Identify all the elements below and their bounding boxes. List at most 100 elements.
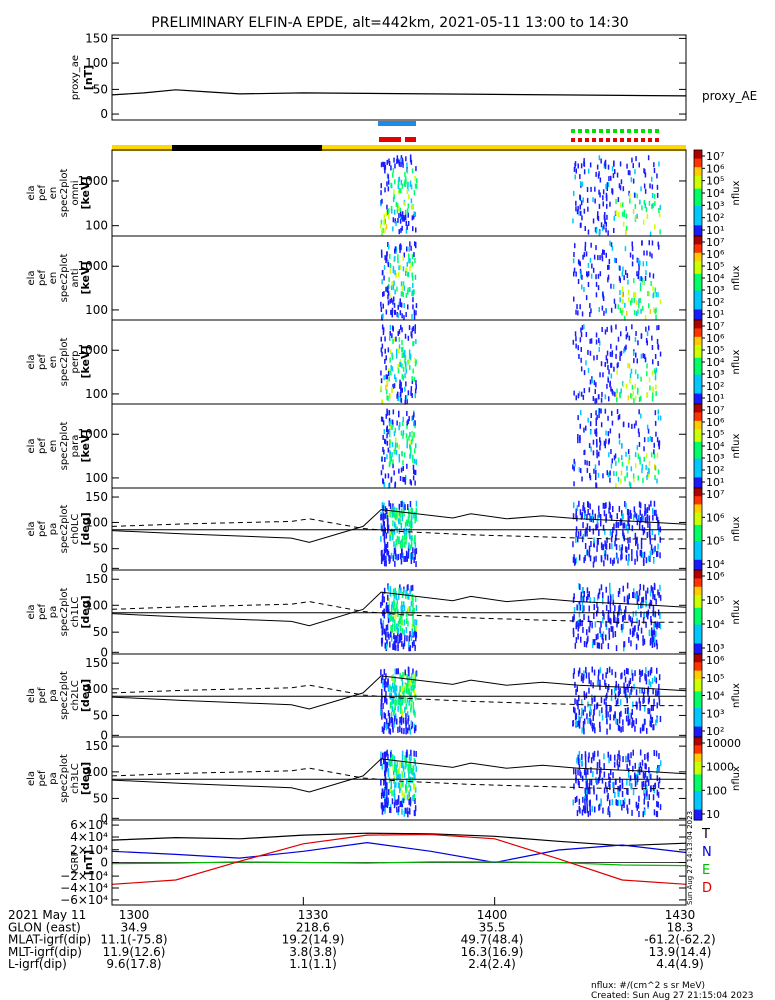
spectrogram-pixel: [383, 521, 385, 528]
spectrogram-pixel: [584, 543, 587, 549]
spectrogram-pixel: [590, 541, 592, 547]
spectrogram-pixel: [384, 697, 386, 704]
spectrogram-pixel: [601, 391, 603, 397]
colorbar-step: [694, 639, 702, 642]
spectrogram-pixel: [577, 633, 579, 640]
spectrogram-pixel: [650, 281, 652, 286]
spectrogram-pixel: [585, 251, 588, 257]
spectrogram-pixel: [638, 514, 640, 521]
spectrogram-pixel: [397, 554, 399, 560]
spectrogram-pixel: [578, 720, 580, 727]
spectrogram-pixel: [414, 711, 416, 718]
spectrogram-pixel: [390, 424, 392, 430]
spectrogram-pixel: [401, 211, 404, 217]
spectrogram-pixel: [639, 687, 641, 694]
spectrogram-pixel: [589, 429, 592, 435]
spectrogram-pixel: [586, 807, 588, 814]
spectrogram-pixel: [575, 768, 577, 775]
spectrogram-pixel: [388, 244, 390, 250]
spectrogram-pixel: [405, 519, 408, 526]
spectrogram-pixel: [593, 669, 596, 676]
spectrogram-pixel: [595, 245, 597, 251]
spectrogram-pixel: [414, 676, 417, 683]
spectrogram-pixel: [400, 523, 403, 529]
spectrogram-pixel: [572, 597, 575, 603]
spectrogram-pixel: [587, 229, 590, 235]
spectrogram-pixel: [605, 308, 607, 314]
spectrogram-pixel: [605, 252, 607, 258]
spectrogram-pixel: [410, 706, 412, 713]
spectrogram-pixel: [575, 623, 577, 630]
spectrogram-pixel: [648, 679, 650, 686]
spectrogram-pixel: [588, 800, 591, 807]
colorbar-step: [694, 557, 702, 561]
spectrogram-pixel: [627, 527, 629, 534]
spectrogram-pixel: [589, 710, 591, 717]
spectrogram-pixel: [586, 197, 589, 203]
spectrogram-pixel: [399, 518, 401, 525]
spectrogram-pixel: [583, 670, 585, 677]
spectrogram-pixel: [592, 439, 595, 445]
spectrogram-pixel: [573, 390, 575, 396]
spectrogram-pixel: [643, 798, 645, 805]
spectrogram-pixel: [611, 420, 614, 426]
spectrogram-pixel: [643, 353, 646, 359]
spectrogram-pixel: [654, 375, 657, 381]
spectrogram-pixel: [388, 759, 390, 766]
colorbar-step: [694, 764, 702, 767]
colorbar-step: [694, 786, 702, 790]
spectrogram-pixel: [601, 226, 604, 232]
spectrogram-pixel: [621, 381, 624, 387]
spectrogram-pixel: [408, 781, 410, 788]
spectrogram-pixel: [385, 690, 387, 697]
spectrogram-pixel: [655, 750, 658, 757]
spectrogram-pixel: [386, 521, 389, 528]
spectrogram-pixel: [581, 512, 583, 519]
dotted-green-marker: [592, 129, 596, 133]
spectrogram-pixel: [404, 209, 407, 215]
spectrogram-pixel: [408, 791, 410, 798]
spectrogram-pixel: [614, 303, 617, 309]
spectrogram-pixel: [633, 297, 636, 303]
spectrogram-pixel: [595, 274, 597, 280]
spectrogram-pixel: [647, 708, 649, 714]
spectrogram-pixel: [648, 515, 651, 522]
spectrogram-pixel: [647, 291, 649, 297]
ylabel-line: ch0LC: [70, 514, 81, 545]
spectrogram-pixel: [613, 714, 615, 721]
spectrogram-pixel: [411, 553, 413, 560]
spectrogram-pixel: [396, 623, 398, 630]
ylabel-line: spec2plot: [59, 671, 70, 720]
spectrogram-pixel: [396, 348, 398, 354]
ylabel-line: pa: [48, 772, 59, 784]
spectrogram-pixel: [404, 395, 407, 401]
spectrogram-pixel: [389, 253, 391, 259]
spectrogram-pixel: [632, 749, 634, 756]
spectrogram-pixel: [598, 346, 600, 352]
spectrogram-pixel: [598, 460, 600, 466]
anti-loss-cone-line: [111, 684, 686, 707]
ylabel-line: pef: [37, 185, 48, 202]
spectrogram-pixel: [587, 615, 590, 622]
spectrogram-pixel: [382, 303, 384, 309]
spectrogram-pixel: [387, 242, 389, 247]
spectrogram-pixel: [400, 324, 402, 330]
spectrogram-pixel: [583, 208, 586, 214]
spectrogram-pixel: [637, 624, 640, 631]
spectrogram-pixel: [623, 535, 625, 542]
spectrogram-pixel: [404, 271, 407, 276]
spectrogram-pixel: [395, 336, 397, 342]
spectrogram-pixel: [628, 798, 631, 805]
spectrogram-pixel: [632, 627, 634, 634]
spectrogram-pixel: [392, 643, 394, 650]
spectrogram-pixel: [398, 301, 401, 307]
spectrogram-pixel: [391, 452, 393, 458]
spectrogram-pixel: [397, 368, 400, 374]
spectrogram-pixel: [401, 614, 403, 621]
spectrogram-pixel: [576, 795, 578, 802]
spectrogram-pixel: [380, 677, 383, 684]
spectrogram-pixel: [605, 355, 608, 361]
spectrogram-pixel: [381, 343, 384, 349]
spectrogram-pixel: [642, 556, 645, 563]
